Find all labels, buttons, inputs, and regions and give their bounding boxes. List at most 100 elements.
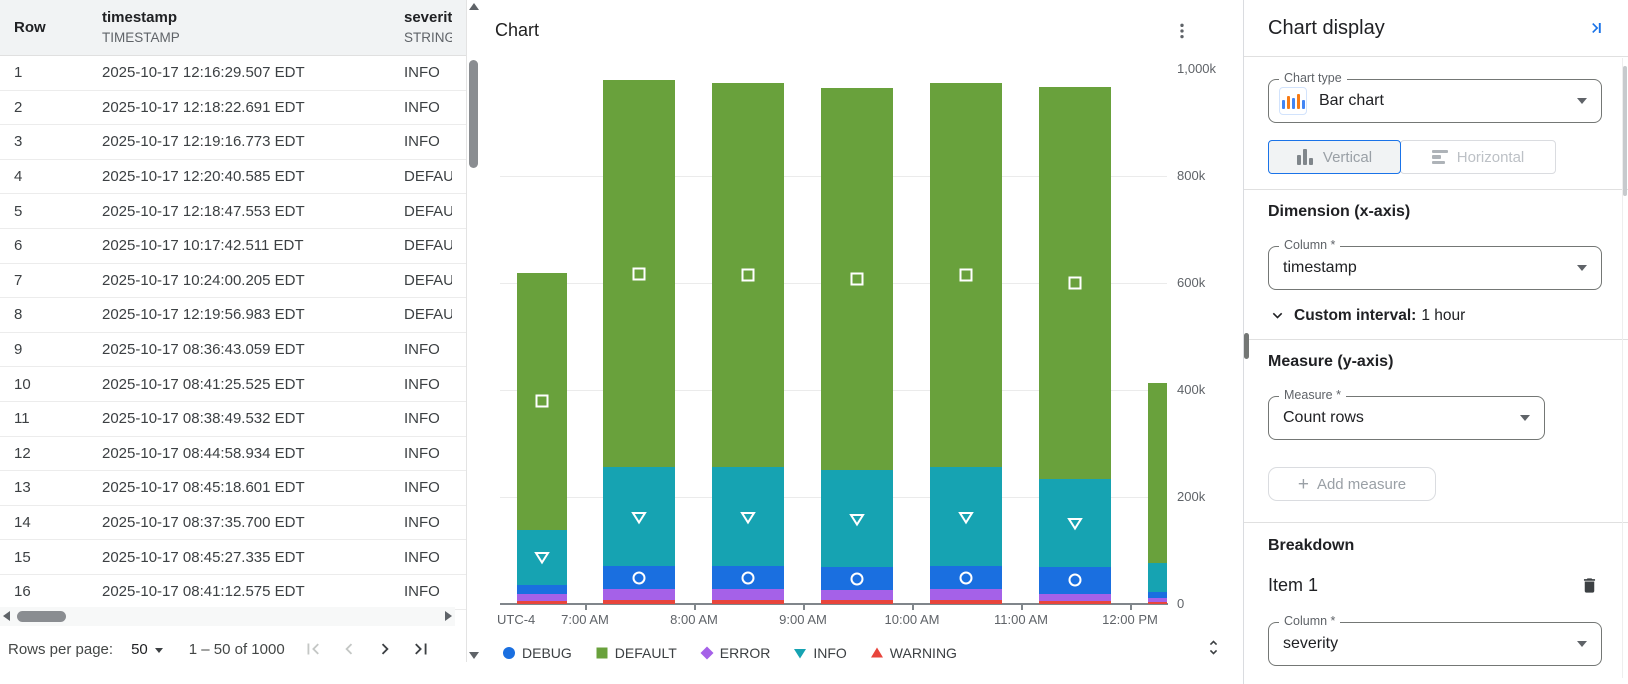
add-measure-label: Add measure [1316,475,1407,493]
row-number: 2 [14,98,23,116]
bar-segment-default[interactable] [712,82,784,468]
legend-item-debug[interactable]: DEBUG [502,645,572,661]
kebab-menu-icon [1180,23,1184,39]
expand-chart-button[interactable] [1200,634,1226,660]
legend-item-info[interactable]: INFO [793,645,847,661]
bar-segment-default[interactable] [930,82,1002,468]
table-row: 16 2025-10-17 08:41:12.575 EDT INFO [0,574,466,610]
bar-segment-error[interactable] [603,589,675,601]
horizontal-scrollbar-thumb[interactable] [17,611,66,622]
vertical-orientation-button[interactable]: Vertical [1268,140,1401,174]
column-header-row: Row [0,19,88,37]
row-number: 1 [14,64,23,82]
bar-segment-info[interactable] [821,470,893,568]
scroll-right-arrow-icon[interactable] [445,611,452,621]
divider [1244,339,1628,340]
table-horizontal-scrollbar[interactable] [0,607,455,626]
measure-select[interactable]: Measure * Count rows [1268,388,1545,440]
panel-scrollbar[interactable] [1622,58,1628,678]
circle-icon [502,646,516,660]
bar-segment-error[interactable] [712,589,784,601]
chevron-down-icon [1577,641,1587,647]
legend-item-warning[interactable]: WARNING [870,645,957,661]
custom-interval-toggle[interactable]: Custom interval: 1 hour [1268,306,1602,325]
bar-segment-info[interactable] [1039,478,1111,568]
next-page-button[interactable] [373,637,397,661]
rows-per-page-select[interactable]: 50 [131,641,163,658]
row-number: 10 [14,375,31,393]
bar-segment-debug[interactable] [1148,592,1167,599]
chevron-down-icon [1520,415,1530,421]
bar-segment-default[interactable] [1148,383,1167,564]
bar-segment-info[interactable] [603,467,675,567]
bar-segment-default[interactable] [517,272,567,530]
panel-header: Chart display [1244,0,1628,57]
breakdown-column-select[interactable]: Column * severity [1268,614,1602,666]
horizontal-orientation-button[interactable]: Horizontal [1400,140,1556,174]
add-measure-button[interactable]: Add measure [1268,467,1436,501]
results-table-panel: Row timestamp TIMESTAMP severity STRING … [0,0,466,684]
column-header-severity: severity STRING [390,9,452,46]
bar-segment-warning[interactable] [603,600,675,604]
bar-segment-warning[interactable] [712,600,784,604]
delete-breakdown-button[interactable] [1576,572,1602,598]
panel-resize-handle[interactable] [1244,333,1249,359]
bar-segment-warning[interactable] [821,600,893,604]
table-vertical-scrollbar[interactable] [466,0,480,662]
bar-segment-debug[interactable] [930,566,1002,590]
x-axis-label: 10:00 AM [884,612,940,627]
bar-segment-debug[interactable] [603,566,675,590]
previous-page-button[interactable] [337,637,361,661]
collapse-panel-button[interactable] [1582,15,1608,41]
scroll-down-arrow-icon[interactable] [469,652,479,659]
y-axis-label: 600k [1177,275,1206,290]
bar-segment-error[interactable] [821,590,893,601]
table-row: 15 2025-10-17 08:45:27.335 EDT INFO [0,540,466,575]
timestamp-cell: 2025-10-17 08:37:35.700 EDT [102,514,305,532]
breakdown-heading: Breakdown [1268,537,1355,554]
table-row: 11 2025-10-17 08:38:49.532 EDT INFO [0,401,466,437]
chart-menu-button[interactable] [1168,16,1196,46]
bar-segment-info[interactable] [1148,563,1167,593]
bar-segment-default[interactable] [821,88,893,471]
severity-cell: INFO [404,341,440,359]
bar-segment-debug[interactable] [821,567,893,591]
y-axis-label: 0 [1177,596,1185,611]
scroll-left-arrow-icon[interactable] [3,611,10,621]
dimension-column-select[interactable]: Column * timestamp [1268,238,1602,290]
bar-segment-warning[interactable] [1148,601,1167,604]
column-label: Column * [1279,614,1341,628]
bar-segment-info[interactable] [712,467,784,567]
legend-item-default[interactable]: DEFAULT [595,645,677,661]
bar-segment-error[interactable] [930,589,1002,601]
bar-segment-error[interactable] [1148,598,1167,602]
severity-cell: DEFAULT [404,306,452,324]
table-row: 1 2025-10-17 12:16:29.507 EDT INFO [0,56,466,91]
first-page-button[interactable] [301,637,325,661]
legend-item-error[interactable]: ERROR [700,645,770,661]
bar-segment-debug[interactable] [712,566,784,590]
bar-segment-warning[interactable] [930,600,1002,604]
bar-segment-error[interactable] [517,593,567,601]
bar-segment-debug[interactable] [517,584,567,594]
bar-segment-default[interactable] [1039,87,1111,479]
bar-segment-warning[interactable] [517,600,567,604]
chart-type-select[interactable]: Chart type Bar chart [1268,71,1602,123]
bar-segment-debug[interactable] [1039,567,1111,594]
vertical-scrollbar-thumb[interactable] [469,60,478,168]
x-axis-tick [1021,605,1023,610]
y-axis-label: 800k [1177,168,1206,183]
last-page-button[interactable] [409,637,433,661]
bar-segment-error[interactable] [1039,593,1111,601]
panel-scrollbar-thumb[interactable] [1623,66,1627,196]
bar-segment-info[interactable] [517,529,567,585]
scroll-up-arrow-icon[interactable] [469,3,479,10]
bar-segment-default[interactable] [603,80,675,468]
legend-label: INFO [813,645,847,661]
bar-segment-info[interactable] [930,467,1002,567]
severity-cell: DEFAULT [404,168,452,186]
bar-segment-warning[interactable] [1039,600,1111,604]
panel-body: Chart type Bar chart Vertical Horizontal [1244,71,1628,666]
timestamp-cell: 2025-10-17 08:44:58.934 EDT [102,444,305,462]
x-axis-label: 7:00 AM [561,612,609,627]
